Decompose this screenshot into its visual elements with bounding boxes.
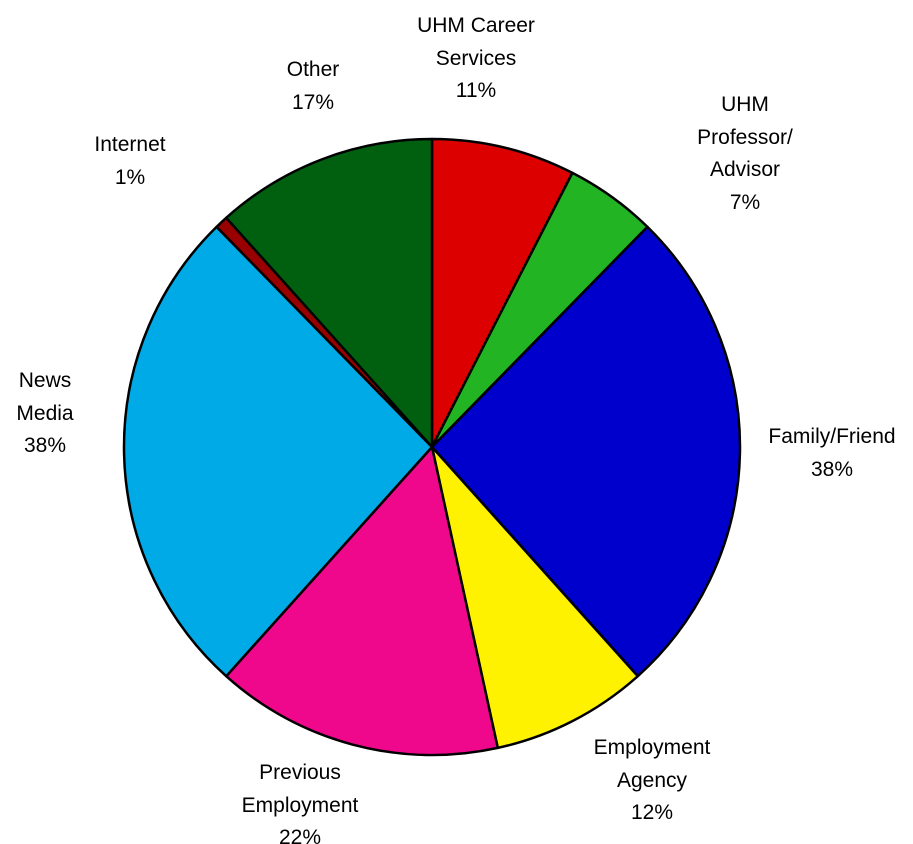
value-label: 1% [114,165,146,189]
category-label: Family/Friend [768,425,896,448]
slice-label: Internet 1% [94,129,165,194]
category-label: Employment Agency [593,736,711,792]
category-label: News Media [16,369,74,425]
slice-label: Employment Agency 12% [594,732,711,830]
slice-label: Previous Employment 22% [242,757,359,844]
pie-slice [122,225,434,678]
pie-slice [430,137,574,449]
pie-slice [224,137,434,449]
value-label: 17% [291,90,335,114]
category-label: UHM Professor/ Advisor [697,93,793,181]
value-label: 7% [729,190,761,214]
slice-label: UHM Professor/ Advisor 7% [697,89,793,219]
category-label: Internet [94,133,166,156]
pie-slice [430,225,742,678]
pie-slice [430,445,640,750]
category-label: UHM Career Services [417,14,535,70]
slice-label: Family/Friend 38% [768,421,895,486]
value-label: 38% [810,457,854,481]
value-label: 22% [278,826,322,844]
pie-slice [224,445,500,757]
value-label: 12% [630,801,674,824]
category-label: Previous Employment [241,761,359,817]
value-label: 11% [455,79,497,102]
slice-label: Other 17% [287,54,340,119]
slice-label: UHM Career Services 11% [417,10,535,108]
slice-label: News Media 38% [16,365,73,463]
category-label: Other [286,58,340,81]
value-label: 38% [23,434,67,457]
